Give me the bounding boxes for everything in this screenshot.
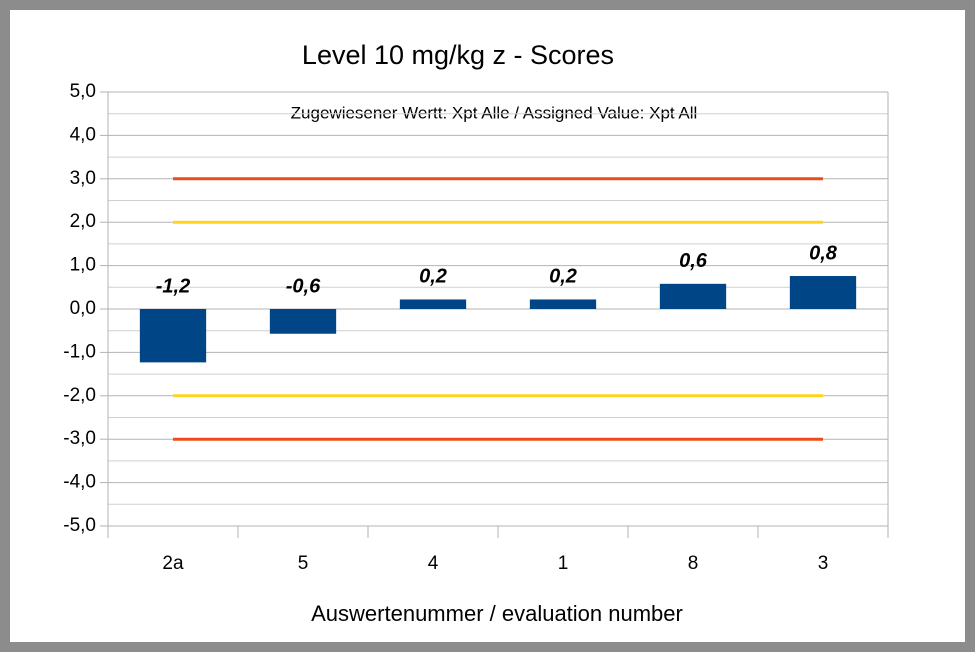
x-tick-label: 2a: [162, 553, 184, 574]
y-tick-label: -5,0: [63, 515, 96, 536]
y-tick-label: -4,0: [63, 472, 96, 493]
bar: [659, 283, 727, 309]
bar: [139, 309, 207, 363]
bar: [529, 299, 597, 309]
x-tick-label: 3: [818, 553, 829, 574]
y-tick-label: -2,0: [63, 385, 96, 406]
bar: [269, 309, 337, 334]
y-tick-label: 3,0: [70, 168, 96, 189]
y-tick-label: 2,0: [70, 211, 96, 232]
x-tick-label: 8: [688, 553, 699, 574]
data-label: 0,8: [809, 242, 838, 264]
y-tick-label: 0,0: [70, 298, 96, 319]
data-label: -1,2: [156, 275, 190, 297]
y-tick-label: 1,0: [70, 255, 96, 276]
data-label: 0,2: [419, 266, 447, 288]
x-tick-label: 4: [428, 553, 439, 574]
y-tick-label: -3,0: [63, 428, 96, 449]
data-label: 0,6: [679, 250, 708, 272]
y-tick-label: 4,0: [70, 124, 96, 145]
bar: [399, 299, 467, 309]
x-tick-label: 5: [298, 553, 309, 574]
data-label: -0,6: [286, 275, 321, 297]
y-tick-label: 5,0: [70, 81, 96, 102]
annotation: Zugewiesener Wertt: Xpt Alle / Assigned …: [291, 103, 698, 122]
chart-title: Level 10 mg/kg z - Scores: [302, 40, 614, 70]
x-axis-label: Auswertenummer / evaluation number: [311, 601, 683, 626]
y-tick-label: -1,0: [63, 341, 96, 362]
x-tick-label: 1: [558, 553, 569, 574]
data-label: 0,2: [549, 266, 577, 288]
bar: [789, 276, 857, 309]
